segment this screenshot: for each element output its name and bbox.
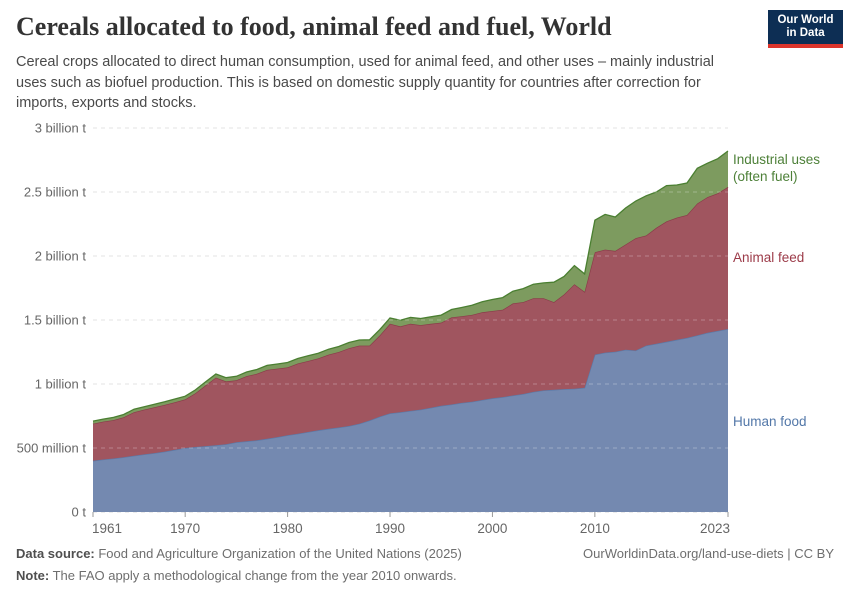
footer-datasource-text: Food and Agriculture Organization of the… (94, 546, 462, 561)
footer-citation-link[interactable]: OurWorldinData.org/land-use-diets | CC B… (583, 546, 834, 561)
owid-logo-box: Our World in Data (768, 10, 843, 44)
series-label-industrial-uses[interactable]: Industrial uses (often fuel) (733, 152, 821, 184)
x-axis-tick-label: 2000 (477, 521, 507, 536)
footer-note: Note: The FAO apply a methodological cha… (16, 568, 457, 583)
x-axis-tick-label: 1990 (375, 521, 405, 536)
x-axis-tick-label: 1970 (170, 521, 200, 536)
y-axis-tick-label: 2 billion t (35, 249, 87, 264)
y-axis-tick-label: 1.5 billion t (24, 313, 87, 328)
area-human-food[interactable] (93, 329, 728, 512)
footer-datasource: Data source: Food and Agriculture Organi… (16, 546, 462, 561)
owid-logo[interactable]: Our World in Data (768, 10, 843, 48)
series-label-animal-feed[interactable]: Animal feed (733, 250, 805, 265)
x-axis-tick-label: 2023 (700, 521, 730, 536)
y-axis-tick-label: 0 t (72, 505, 87, 520)
y-axis-tick-label: 500 million t (17, 441, 87, 456)
footer-note-label: Note: (16, 568, 50, 583)
footer-datasource-label: Data source: (16, 546, 95, 561)
page-title: Cereals allocated to food, animal feed a… (16, 12, 612, 41)
series-label-human-food[interactable]: Human food (733, 414, 807, 429)
y-axis-tick-label: 1 billion t (35, 377, 87, 392)
x-axis-tick-label: 1980 (273, 521, 303, 536)
owid-logo-line1: Our World (777, 13, 834, 26)
x-axis-tick-label: 2010 (580, 521, 610, 536)
x-axis-tick-label: 1961 (92, 521, 122, 536)
owid-logo-red-bar (768, 44, 843, 48)
chart-subtitle: Cereal crops allocated to direct human c… (16, 54, 714, 112)
line-industrial-uses-often-fuel- (92, 150, 729, 422)
y-axis-tick-label: 3 billion t (35, 121, 87, 136)
owid-logo-line2: in Data (786, 27, 825, 39)
y-axis-tick-label: 2.5 billion t (24, 185, 87, 200)
footer-note-text: The FAO apply a methodological change fr… (49, 568, 457, 583)
